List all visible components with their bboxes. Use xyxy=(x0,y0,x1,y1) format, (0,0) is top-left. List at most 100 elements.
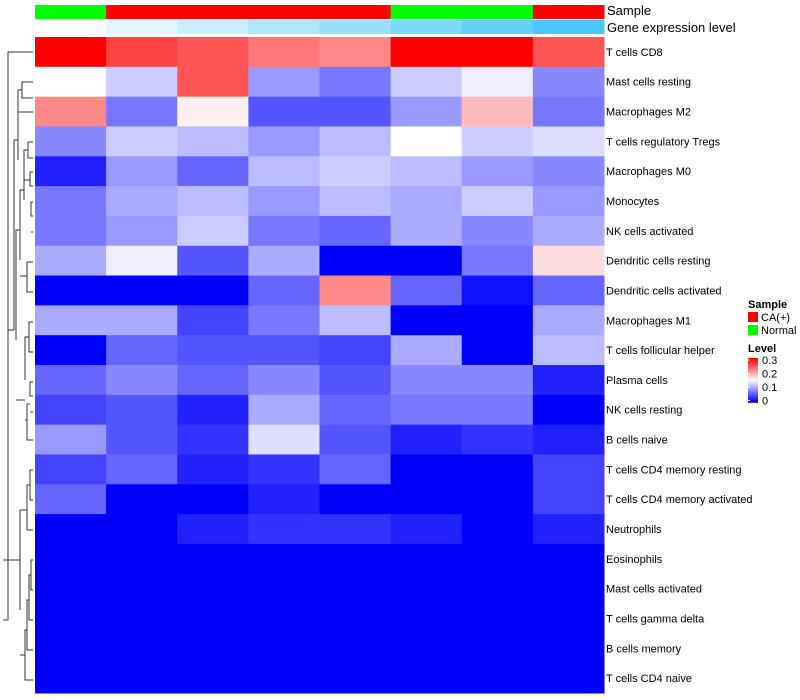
heatmap-cell xyxy=(532,186,605,217)
heatmap-cell xyxy=(319,245,392,277)
gene-expression-annotation-cell xyxy=(35,20,107,34)
heatmap-cell xyxy=(532,66,605,98)
heatmap-cell xyxy=(461,37,534,68)
heatmap-cell xyxy=(35,484,107,515)
heatmap-cell xyxy=(390,663,463,694)
heatmap-cell xyxy=(390,215,463,247)
heatmap-cell xyxy=(319,663,392,694)
heatmap-cell xyxy=(319,156,392,187)
heatmap-cell xyxy=(461,394,534,426)
heatmap-cell xyxy=(177,126,249,157)
row-label: T cells CD4 memory resting xyxy=(606,464,742,476)
heatmap-cell xyxy=(35,96,107,127)
level-legend-gradient xyxy=(748,374,758,377)
heatmap-cell xyxy=(177,603,249,634)
heatmap-cell xyxy=(35,335,107,366)
heatmap-cell xyxy=(532,394,605,426)
heatmap-cell xyxy=(461,633,534,664)
level-legend-gradient xyxy=(748,385,758,388)
heatmap-cell xyxy=(35,543,107,575)
heatmap-cell xyxy=(319,394,392,426)
level-legend-gradient xyxy=(748,389,758,391)
sample-annotation-label: Sample xyxy=(607,3,651,18)
heatmap-cell xyxy=(106,335,178,366)
level-legend-gradient xyxy=(748,401,758,403)
heatmap-cell xyxy=(35,514,107,545)
heatmap-cell xyxy=(35,126,107,157)
sample-legend-swatch xyxy=(748,312,758,322)
row-label: T cells CD8 xyxy=(606,47,663,59)
heatmap-cell xyxy=(461,275,534,306)
level-legend-gradient xyxy=(748,358,758,360)
heatmap-cell xyxy=(177,335,249,366)
heatmap-cell xyxy=(248,96,320,127)
heatmap-cell xyxy=(35,633,107,664)
heatmap-cell xyxy=(248,156,320,187)
level-legend-label: 0.1 xyxy=(762,382,777,394)
heatmap-cell xyxy=(390,394,463,426)
heatmap-cell xyxy=(532,603,605,634)
heatmap-cell xyxy=(532,96,605,127)
heatmap-cell xyxy=(177,663,249,694)
heatmap-cell xyxy=(248,573,320,605)
level-legend-gradient xyxy=(748,383,758,385)
level-legend-gradient xyxy=(748,364,758,367)
heatmap-cell xyxy=(35,275,107,306)
heatmap-cell xyxy=(390,573,463,605)
heatmap-cell xyxy=(532,335,605,366)
level-legend-gradient xyxy=(748,395,758,398)
heatmap-cell xyxy=(177,156,249,187)
level-legend-gradient xyxy=(748,361,758,363)
heatmap-cell xyxy=(106,275,178,306)
gene-expression-annotation-label: Gene expression level xyxy=(607,20,736,35)
heatmap-cell xyxy=(319,543,392,575)
heatmap-cell xyxy=(106,186,178,217)
heatmap-cell xyxy=(532,305,605,336)
heatmap-cell xyxy=(177,305,249,336)
heatmap-cell xyxy=(106,37,178,68)
heatmap-cell xyxy=(461,543,534,575)
heatmap-cell xyxy=(461,66,534,98)
heatmap-cell xyxy=(106,484,178,515)
heatmap-cell xyxy=(390,37,463,68)
heatmap-cell xyxy=(319,484,392,515)
sample-annotation-cell xyxy=(248,5,320,19)
heatmap-cell xyxy=(390,186,463,217)
heatmap-cell xyxy=(248,305,320,336)
heatmap-cell xyxy=(390,335,463,366)
level-legend-gradient xyxy=(748,379,758,381)
row-label: NK cells resting xyxy=(606,405,682,417)
heatmap-cell xyxy=(532,454,605,485)
heatmap-cell xyxy=(461,573,534,605)
row-label: Neutrophils xyxy=(606,524,662,536)
heatmap-cell xyxy=(390,275,463,306)
sample-annotation-cell xyxy=(532,5,605,19)
level-legend-gradient xyxy=(748,392,758,394)
row-dendrogram xyxy=(3,51,33,681)
row-label: Monocytes xyxy=(606,196,660,208)
heatmap-cell xyxy=(248,66,320,98)
heatmap-cell xyxy=(532,573,605,605)
heatmap-cell xyxy=(248,37,320,68)
row-label: Macrophages M1 xyxy=(606,315,691,327)
heatmap-cell xyxy=(177,514,249,545)
level-legend-gradient xyxy=(748,399,758,401)
heatmap-cell xyxy=(461,454,534,485)
row-label: Dendritic cells resting xyxy=(606,256,711,268)
heatmap-cell xyxy=(106,633,178,664)
heatmap-cell xyxy=(177,365,249,396)
heatmap-cell xyxy=(248,454,320,485)
heatmap-cell xyxy=(177,633,249,664)
heatmap-cell xyxy=(319,126,392,157)
heatmap-cell xyxy=(177,394,249,426)
row-label: Eosinophils xyxy=(606,554,663,566)
level-legend-gradient xyxy=(748,388,758,390)
heatmap-cell xyxy=(319,96,392,127)
heatmap-cell xyxy=(177,37,249,68)
heatmap-cell xyxy=(390,543,463,575)
heatmap-cell xyxy=(106,514,178,545)
heatmap-cell xyxy=(177,96,249,127)
heatmap-cell xyxy=(35,66,107,98)
